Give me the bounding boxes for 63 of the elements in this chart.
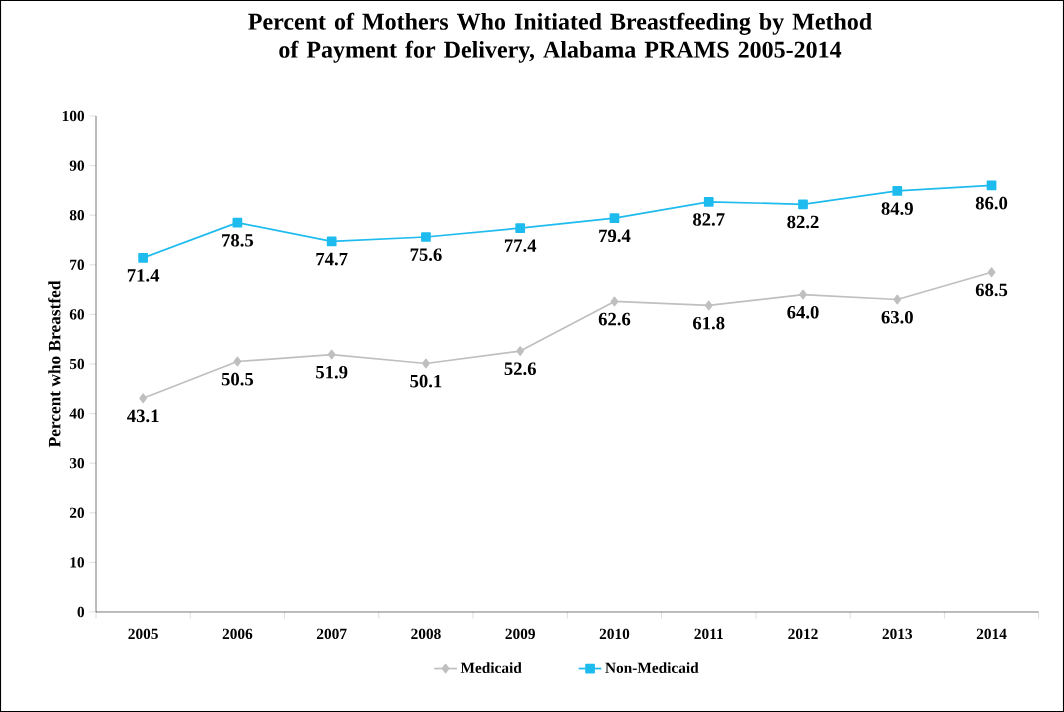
y-tick-label: 20 xyxy=(69,507,85,518)
y-tick-label: 10 xyxy=(70,557,85,568)
y-tick-label: 80 xyxy=(69,210,85,221)
data-label: 82.2 xyxy=(787,215,819,229)
point xyxy=(892,186,903,196)
point xyxy=(987,267,996,278)
point xyxy=(610,296,619,307)
data-label: 62.6 xyxy=(598,312,631,326)
x-tick-label: 2006 xyxy=(222,628,253,640)
data-label: 74.7 xyxy=(316,252,348,266)
point xyxy=(422,358,430,369)
data-label: 77.4 xyxy=(504,239,537,253)
point xyxy=(138,252,149,263)
data-label: 75.6 xyxy=(410,248,442,262)
legend-label: Medicaid xyxy=(460,662,522,674)
data-label: 52.6 xyxy=(504,362,536,376)
point xyxy=(139,393,148,404)
point xyxy=(704,300,713,311)
x-tick-label: 2005 xyxy=(128,628,158,640)
data-label: 61.8 xyxy=(693,316,725,330)
x-tick-label: 2013 xyxy=(882,628,913,640)
y-tick-label: 60 xyxy=(69,309,85,320)
data-label: 82.7 xyxy=(693,213,725,226)
data-label: 84.9 xyxy=(881,202,913,215)
y-tick-label: 0 xyxy=(77,606,85,618)
point xyxy=(326,236,337,247)
point xyxy=(893,294,902,305)
point xyxy=(327,349,336,360)
data-label: 51.9 xyxy=(316,365,348,379)
data-label: 43.1 xyxy=(127,409,159,423)
data-label: 71.4 xyxy=(127,269,160,282)
x-tick-label: 2011 xyxy=(694,628,723,640)
point xyxy=(798,199,808,210)
y-tick-label: 100 xyxy=(62,110,85,122)
data-label: 68.5 xyxy=(975,283,1008,297)
x-tick-label: 2014 xyxy=(976,628,1007,640)
point xyxy=(609,213,620,224)
data-label: 50.1 xyxy=(410,374,442,388)
data-label: 86.0 xyxy=(975,196,1008,210)
x-tick-label: 2009 xyxy=(505,628,535,640)
y-tick-label: 40 xyxy=(69,408,85,419)
x-tick-label: 2007 xyxy=(316,628,347,640)
point xyxy=(703,196,714,207)
point xyxy=(799,289,807,300)
data-label: 64.0 xyxy=(787,305,819,319)
point xyxy=(515,223,526,233)
chart-title: Percent of Mothers Who Initiated Breastfeeding by Method of Payment for Delivery, Alabama PRAMS 2005-2014 xyxy=(248,12,872,63)
data-label: 79.4 xyxy=(599,229,631,243)
y-tick-label: 30 xyxy=(69,458,85,469)
data-label: 50.5 xyxy=(221,372,254,386)
data-label: 78.5 xyxy=(222,233,254,247)
x-tick-label: 2010 xyxy=(599,628,630,640)
legend-label: Non-Medicaid xyxy=(605,662,699,674)
y-tick-label: 90 xyxy=(69,160,85,171)
data-label: 63.0 xyxy=(881,310,913,324)
point xyxy=(421,232,431,242)
y-tick-label: 70 xyxy=(70,259,85,270)
y-axis-title: Percent who Breastfed xyxy=(48,280,61,448)
point xyxy=(516,346,525,356)
y-tick-label: 50 xyxy=(69,358,85,370)
x-tick-label: 2008 xyxy=(411,628,441,640)
point xyxy=(233,356,242,367)
x-tick-label: 2012 xyxy=(788,628,818,640)
